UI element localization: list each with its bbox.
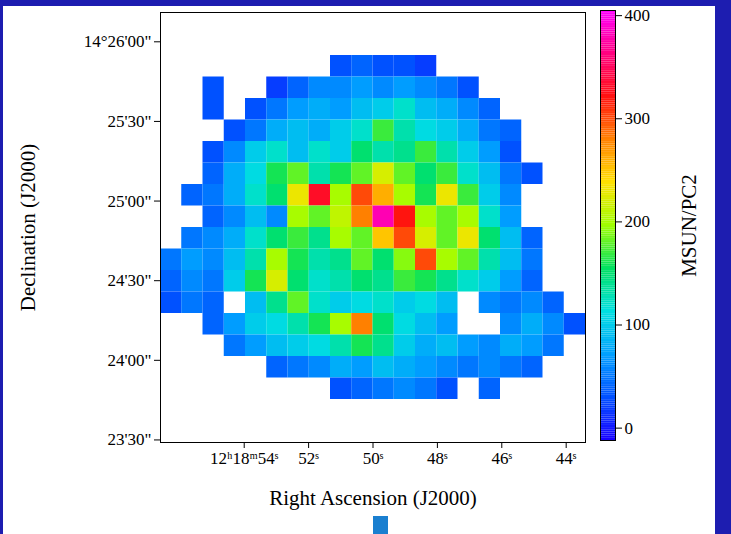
- svg-text:200: 200: [625, 212, 651, 231]
- svg-text:25'00": 25'00": [107, 191, 151, 210]
- svg-text:46ˢ: 46ˢ: [491, 449, 512, 468]
- svg-text:Right Ascension (J2000): Right Ascension (J2000): [269, 486, 477, 510]
- svg-text:14°26'00": 14°26'00": [84, 32, 152, 51]
- svg-text:24'00": 24'00": [107, 351, 151, 370]
- svg-text:Declination (J2000): Declination (J2000): [16, 144, 40, 311]
- svg-text:50ˢ: 50ˢ: [363, 449, 384, 468]
- svg-text:25'30": 25'30": [107, 112, 151, 131]
- svg-text:52ˢ: 52ˢ: [298, 449, 319, 468]
- svg-text:100: 100: [625, 315, 651, 334]
- svg-text:0: 0: [625, 419, 634, 438]
- svg-text:MSUN/PC2: MSUN/PC2: [677, 174, 701, 277]
- svg-text:24'30": 24'30": [107, 271, 151, 290]
- svg-text:48ˢ: 48ˢ: [427, 449, 448, 468]
- svg-text:44ˢ: 44ˢ: [556, 449, 577, 468]
- svg-text:12ʰ18ᵐ54ˢ: 12ʰ18ᵐ54ˢ: [210, 449, 279, 468]
- svg-text:23'30": 23'30": [107, 430, 151, 449]
- svg-text:400: 400: [625, 6, 651, 25]
- svg-text:300: 300: [625, 109, 651, 128]
